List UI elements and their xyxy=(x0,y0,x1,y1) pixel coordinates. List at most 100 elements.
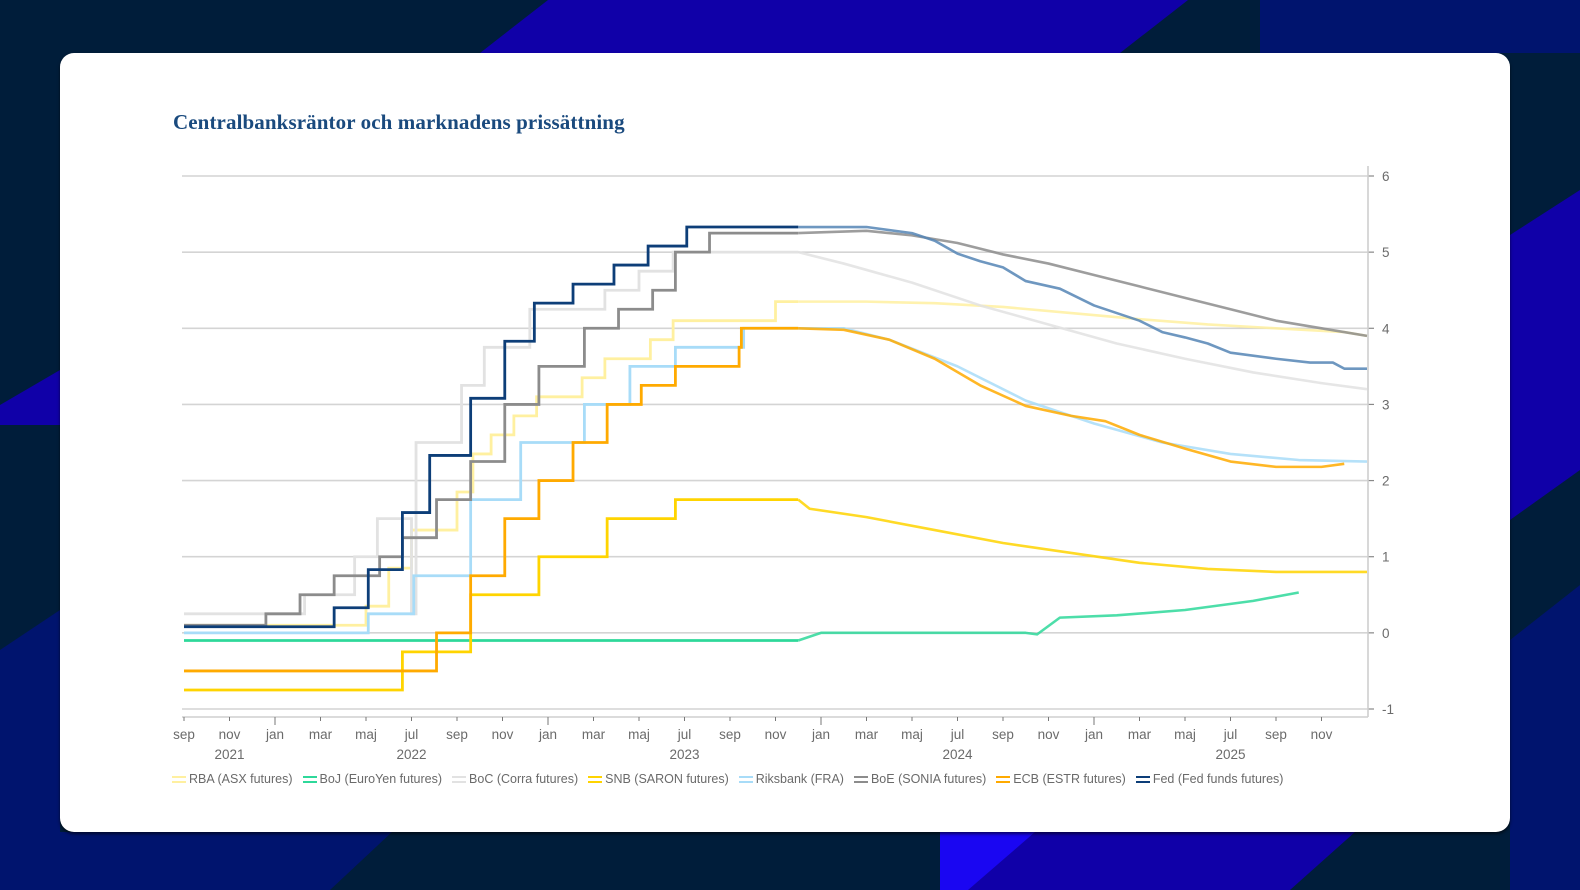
legend-label: RBA (ASX futures) xyxy=(189,772,293,786)
x-tick-label: nov xyxy=(219,727,241,742)
x-year-label: 2025 xyxy=(1215,747,1245,762)
series-boe-forecast xyxy=(798,229,1368,338)
background-stripe-bottom xyxy=(968,832,1355,890)
y-tick-label: 6 xyxy=(1382,169,1390,184)
legend-swatch-icon xyxy=(738,775,753,783)
y-tick-label: 3 xyxy=(1382,397,1390,412)
x-tick-label: jul xyxy=(404,727,419,742)
series-rba-forecast xyxy=(798,300,1368,338)
x-tick-label: maj xyxy=(628,727,650,742)
x-year-label: 2024 xyxy=(942,747,973,762)
x-tick-label: sep xyxy=(992,727,1014,742)
series-boj-forecast xyxy=(797,591,1299,642)
x-tick-label: mar xyxy=(309,727,333,742)
legend-label: ECB (ESTR futures) xyxy=(1013,772,1126,786)
legend-label: Fed (Fed funds futures) xyxy=(1152,772,1284,786)
legend-swatch-icon xyxy=(1135,775,1150,783)
x-tick-label: sep xyxy=(719,727,741,742)
background-stripe-left xyxy=(0,370,60,425)
legend-item[interactable]: BoC (Corra futures) xyxy=(452,772,578,786)
series-snb-forecast xyxy=(797,498,1367,574)
axes: 6 5 4 3 2 1 0 -1 sep nov jan mar maj jul sep nov jan mar m… xyxy=(173,166,1394,762)
x-tick-label: jul xyxy=(677,727,692,742)
series-boe-historical xyxy=(184,231,799,627)
legend-swatch-icon xyxy=(302,775,317,783)
series-riksbank-forecast xyxy=(798,326,1368,463)
x-tick-label: sep xyxy=(1265,727,1287,742)
series-ecb xyxy=(184,326,1345,673)
x-tick-label: jan xyxy=(811,727,830,742)
x-year-label: 2023 xyxy=(669,747,699,762)
x-tick-label: mar xyxy=(855,727,879,742)
legend-swatch-icon xyxy=(996,775,1011,783)
x-tick-label: maj xyxy=(901,727,923,742)
x-tick-label: mar xyxy=(1128,727,1152,742)
series-boe xyxy=(184,229,1368,627)
x-year-label: 2022 xyxy=(396,747,426,762)
legend-item[interactable]: Fed (Fed funds futures) xyxy=(1135,772,1284,786)
x-tick-label: jan xyxy=(538,727,557,742)
background-panel-top-right xyxy=(1260,0,1580,53)
legend-item[interactable]: BoJ (EuroYen futures) xyxy=(302,772,443,786)
series-rba xyxy=(184,300,1368,627)
background-stripe-top xyxy=(480,0,1188,53)
legend-item[interactable]: ECB (ESTR futures) xyxy=(996,772,1126,786)
chart-card xyxy=(60,53,1510,832)
series-fed xyxy=(184,225,1367,629)
legend-item[interactable]: Riksbank (FRA) xyxy=(738,772,844,786)
x-tick-label: maj xyxy=(355,727,377,742)
y-tick-label: 4 xyxy=(1382,321,1390,336)
series-boj xyxy=(184,591,1299,642)
x-tick-label: nov xyxy=(1038,727,1060,742)
series-rba-historical xyxy=(184,300,799,627)
x-tick-label: jan xyxy=(265,727,284,742)
legend-item[interactable]: SNB (SARON futures) xyxy=(588,772,729,786)
legend-swatch-icon xyxy=(172,775,186,783)
y-tick-label: 0 xyxy=(1382,626,1390,641)
legend-label: Riksbank (FRA) xyxy=(755,772,844,786)
legend-label: BoC (Corra futures) xyxy=(469,772,579,786)
y-tick-label: 1 xyxy=(1382,550,1390,565)
x-tick-label: maj xyxy=(1174,727,1196,742)
background-stripe-right xyxy=(1510,190,1580,520)
series-boc-forecast xyxy=(797,250,1368,391)
x-tick-label: mar xyxy=(582,727,606,742)
series-lines xyxy=(184,225,1368,692)
legend-swatch-icon xyxy=(588,775,603,783)
legend-swatch-icon xyxy=(452,775,467,783)
x-tick-label: jul xyxy=(1223,727,1238,742)
series-riksbank-historical xyxy=(184,326,799,635)
x-tick-label: jan xyxy=(1084,727,1103,742)
x-tick-label: sep xyxy=(173,727,195,742)
y-tick-label: 5 xyxy=(1382,245,1390,260)
series-snb-historical xyxy=(184,498,799,692)
legend-label: BoJ (EuroYen futures) xyxy=(319,772,443,786)
y-tick-label: 2 xyxy=(1382,474,1390,489)
series-boc xyxy=(184,250,1368,616)
y-tick-label: -1 xyxy=(1382,702,1394,717)
series-fed-forecast xyxy=(798,225,1367,370)
x-tick-label: nov xyxy=(492,727,514,742)
x-year-label: 2021 xyxy=(214,747,244,762)
x-tick-label: sep xyxy=(446,727,468,742)
x-tick-label: jul xyxy=(950,727,965,742)
legend-label: SNB (SARON futures) xyxy=(605,772,729,786)
legend-swatch-icon xyxy=(853,775,868,783)
gridlines xyxy=(182,175,1368,710)
series-boc-historical xyxy=(184,250,799,616)
legend-label: BoE (SONIA futures) xyxy=(870,772,987,786)
background-stripe-left-lower xyxy=(0,610,60,890)
chart-legend: RBA (ASX futures) BoJ (EuroYen futures) Bo… xyxy=(172,772,1283,786)
series-fed-historical xyxy=(184,225,799,629)
legend-item[interactable]: BoE (SONIA futures) xyxy=(853,772,987,786)
series-ecb-historical xyxy=(184,326,799,673)
background-stripe-bottom-left xyxy=(60,832,392,890)
chart-title: Centralbanksräntor och marknadens prissä… xyxy=(173,110,625,134)
legend-item[interactable]: RBA (ASX futures) xyxy=(172,772,293,786)
x-tick-label: nov xyxy=(1311,727,1333,742)
x-tick-label: nov xyxy=(765,727,787,742)
background-stripe-right-lower xyxy=(1510,585,1580,890)
series-ecb-forecast xyxy=(798,326,1345,469)
